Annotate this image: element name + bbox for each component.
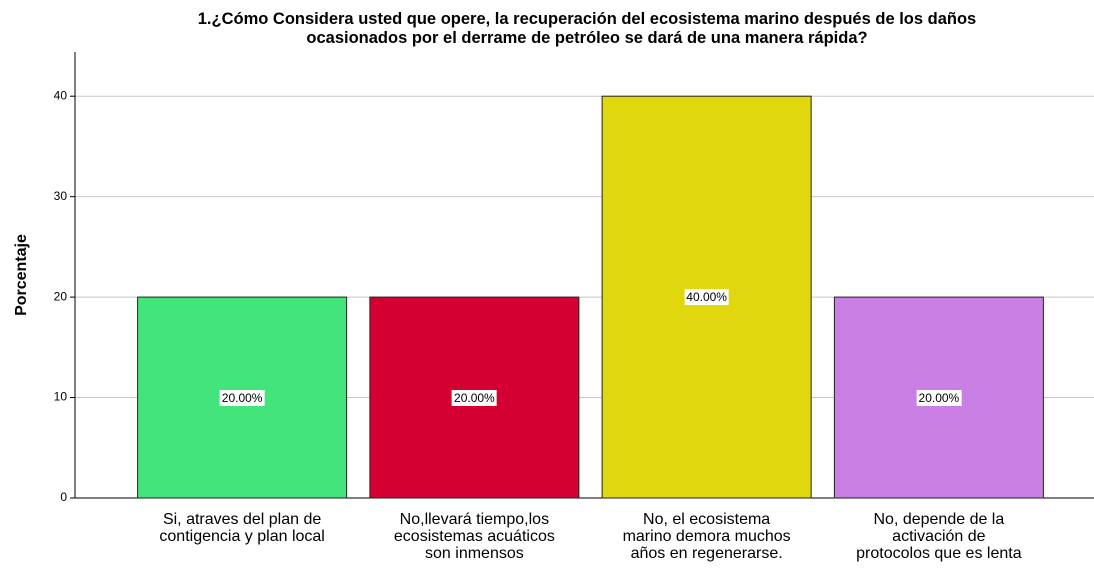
bar [601, 95, 812, 499]
x-tick-label: Si, atraves del plan de contigencia y pl… [159, 511, 325, 545]
x-tick-label: No,llevará tiempo,los ecosistemas acuáti… [393, 511, 555, 562]
y-tick-label: 0 [60, 490, 67, 504]
x-tick-label: No, el ecosistema marino demora muchos a… [622, 511, 791, 562]
y-axis-label: Porcentaje [13, 234, 30, 316]
value-label: 20.00% [916, 389, 962, 406]
value-label: 20.00% [219, 389, 265, 406]
y-tick-label: 40 [54, 88, 68, 102]
chart-title: 1.¿Cómo Considera usted que opere, la re… [197, 10, 977, 47]
value-label: 20.00% [452, 389, 497, 406]
y-tick-label: 10 [54, 390, 68, 404]
x-tick-label: No, depende de la activación de protocol… [856, 511, 1022, 562]
value-label: 40.00% [684, 289, 729, 306]
y-tick-label: 20 [54, 289, 68, 303]
y-tick-label: 30 [54, 189, 68, 203]
